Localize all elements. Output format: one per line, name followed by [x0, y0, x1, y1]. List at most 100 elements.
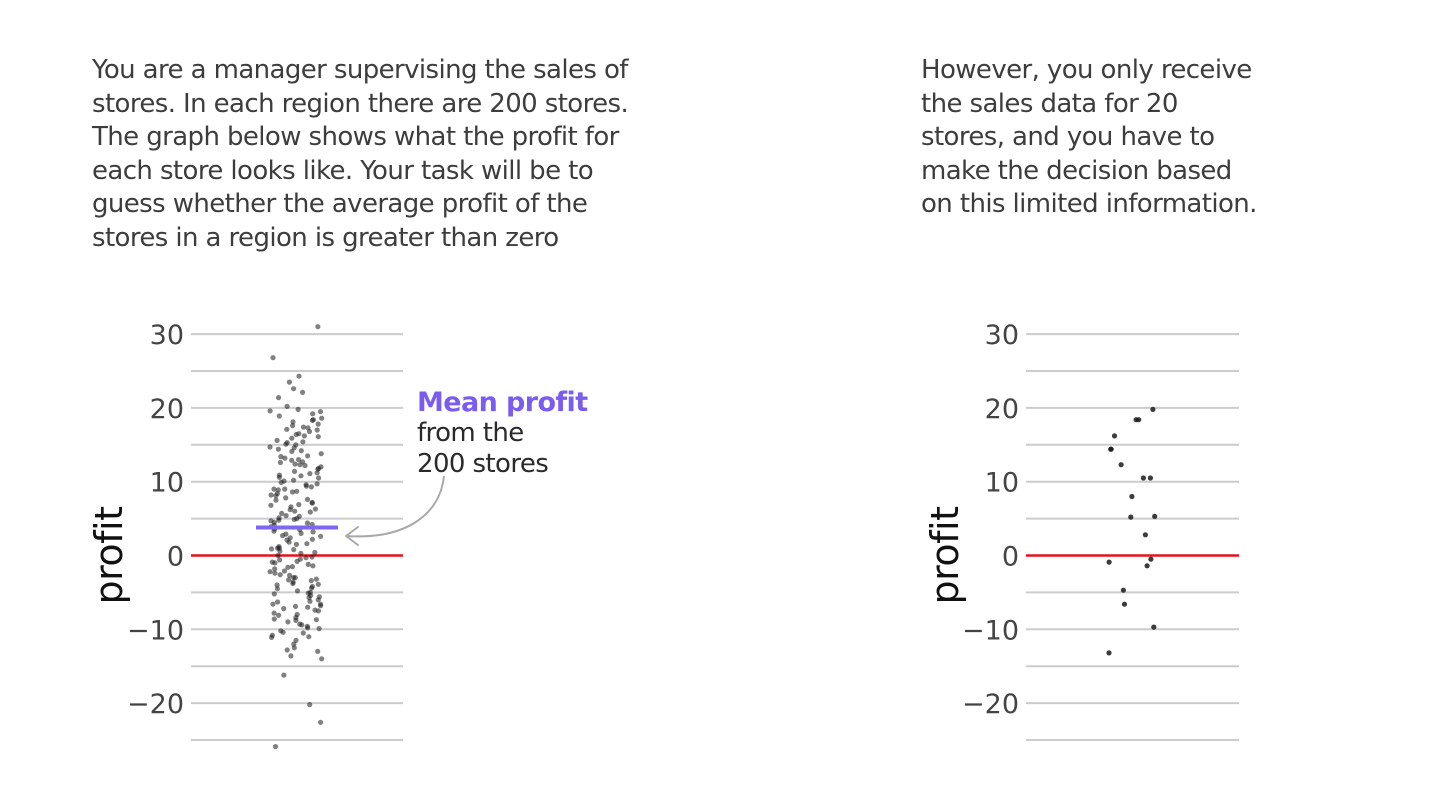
data-point: [305, 453, 311, 459]
data-point: [276, 545, 282, 551]
data-point: [1144, 563, 1150, 569]
data-point: [303, 555, 309, 561]
data-point: [1142, 532, 1148, 538]
chart-right-sample: 30 20 10 0 −10 −20 profit: [923, 320, 1239, 741]
data-point: [271, 528, 277, 534]
data-point: [283, 495, 289, 501]
data-point: [1147, 475, 1153, 481]
data-point: [303, 483, 309, 489]
data-point: [272, 570, 278, 576]
y-tick-label: −10: [127, 615, 184, 646]
data-point: [300, 439, 306, 445]
chart-left-population: 30 20 10 0 −10 −20 profit: [87, 320, 403, 750]
data-point: [271, 486, 277, 492]
data-point: [286, 577, 292, 583]
data-point: [272, 560, 278, 566]
data-point: [276, 517, 282, 523]
data-point: [305, 625, 311, 631]
data-point: [283, 441, 289, 447]
data-point: [281, 568, 287, 574]
data-point: [290, 580, 296, 587]
data-point: [274, 582, 280, 588]
data-point: [285, 619, 291, 625]
data-point: [275, 487, 281, 493]
data-point: [1151, 624, 1157, 630]
intro-left-line: You are a manager supervising the sales …: [92, 55, 628, 85]
data-point: [294, 611, 300, 618]
data-point: [312, 506, 318, 512]
data-point: [1108, 446, 1114, 452]
data-point: [288, 653, 294, 659]
intro-right-line: make the decision based: [921, 155, 1232, 186]
data-point: [312, 607, 318, 613]
data-point: [309, 554, 315, 560]
y-axis-label: profit: [923, 507, 967, 605]
data-point: [304, 541, 310, 547]
data-point: [1121, 601, 1128, 607]
data-point: [268, 518, 274, 524]
data-point: [287, 507, 293, 513]
intro-right-line: stores, and you have to: [921, 122, 1215, 153]
data-point: [293, 617, 299, 624]
data-point: [279, 510, 285, 516]
y-tick-label: 10: [985, 468, 1019, 499]
data-point: [300, 630, 306, 636]
data-point: [319, 656, 325, 662]
data-point: [274, 437, 280, 443]
intro-text-right: However, you only receive the sales data…: [921, 54, 1321, 222]
data-point: [319, 415, 325, 421]
data-point: [272, 566, 278, 572]
data-point: [310, 417, 316, 423]
annotation-line: 200 stores: [417, 449, 548, 479]
data-point: [316, 465, 322, 471]
intro-right-line: However, you only receive: [921, 55, 1252, 85]
data-point: [305, 604, 311, 610]
data-point: [272, 744, 279, 750]
data-point: [308, 578, 314, 584]
mean-annotation: Mean profit from the 200 stores: [345, 387, 589, 546]
data-point: [296, 373, 302, 379]
data-point: [315, 421, 321, 427]
data-point: [306, 634, 312, 640]
intro-right-line: on this limited information.: [921, 189, 1257, 220]
data-point: [285, 564, 291, 570]
data-point: [307, 598, 313, 604]
data-point: [1106, 559, 1112, 565]
intro-left-line: The graph below shows what the profit fo…: [92, 122, 619, 153]
data-point: [313, 617, 319, 623]
data-point: [296, 502, 302, 508]
data-point: [271, 616, 277, 622]
data-point: [291, 516, 297, 522]
data-point: [294, 488, 300, 494]
data-point: [310, 529, 316, 535]
y-tick-label: 0: [167, 542, 184, 573]
data-point: [277, 557, 283, 563]
data-point: [305, 561, 311, 568]
data-point: [305, 425, 311, 431]
data-point: [276, 612, 282, 618]
data-point: [315, 581, 321, 587]
data-point: [314, 427, 320, 433]
data-point: [275, 446, 281, 452]
data-point: [1120, 587, 1126, 593]
data-point: [1140, 475, 1146, 481]
annotation-arrow: [345, 475, 445, 538]
data-point: [291, 477, 297, 483]
data-point: [289, 457, 295, 463]
data-point: [1148, 556, 1154, 562]
data-point: [270, 601, 276, 607]
intro-text-left: You are a manager supervising the sales …: [92, 54, 712, 256]
data-point: [267, 569, 273, 575]
data-point: [315, 648, 321, 655]
arrow-head-icon: [345, 526, 359, 546]
data-point: [316, 594, 322, 600]
y-tick-label: 0: [1002, 542, 1019, 573]
data-point: [284, 403, 290, 409]
data-point: [277, 459, 283, 466]
data-point: [300, 459, 306, 465]
data-point: [316, 626, 322, 632]
data-point: [1136, 417, 1142, 423]
annotation-line: from the: [417, 418, 524, 448]
data-point: [316, 475, 322, 481]
